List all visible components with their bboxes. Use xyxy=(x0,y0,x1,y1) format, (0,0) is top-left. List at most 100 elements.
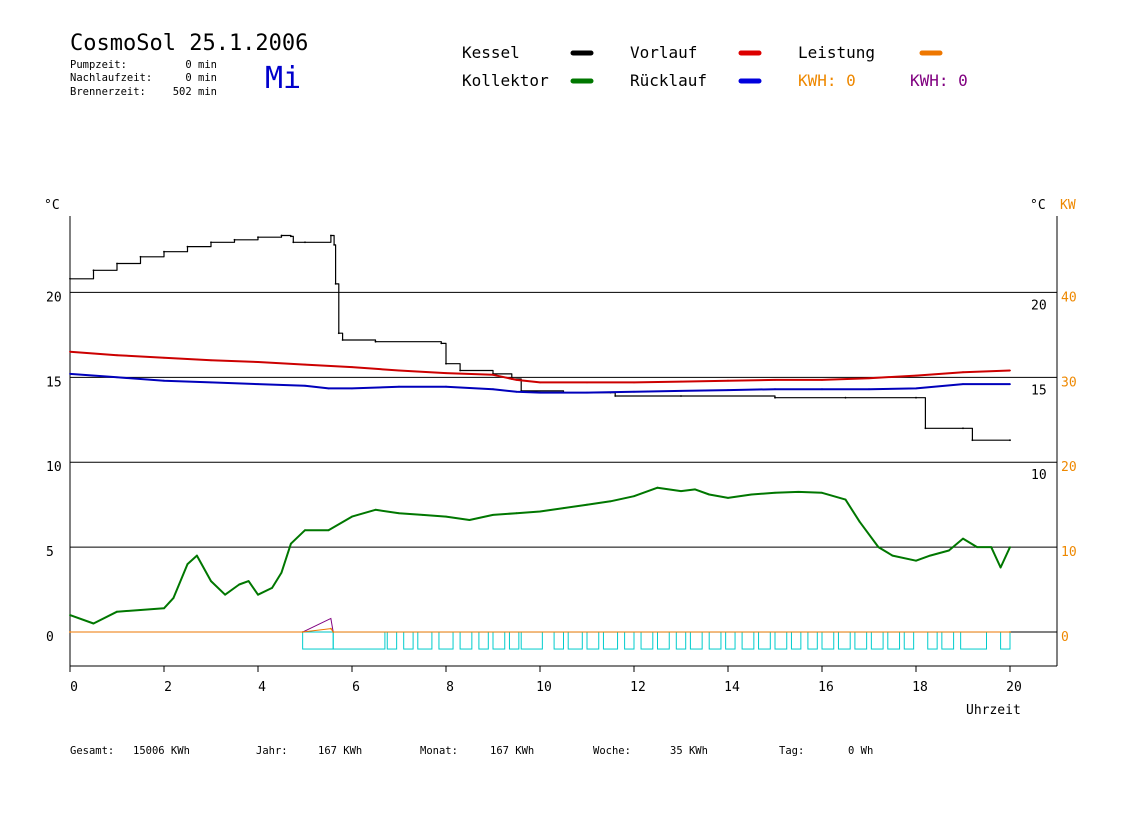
data-point-ruecklauf-2 xyxy=(163,379,165,382)
pump-cycle-23 xyxy=(758,631,771,650)
footer-value-tag: 0 Wh xyxy=(848,745,873,757)
data-point-ruecklauf-8 xyxy=(398,385,400,388)
data-point-kollektor-34 xyxy=(708,493,711,496)
data-point-kollektor-42 xyxy=(877,546,880,548)
data-point-vorlauf-11 xyxy=(539,381,541,384)
pump-cycle-0 xyxy=(302,631,334,650)
pump-cycle-6 xyxy=(459,631,473,650)
pump-cycles xyxy=(70,617,1011,650)
data-point-kollektor-2 xyxy=(116,610,118,613)
grid-layer xyxy=(70,291,1057,633)
data-point-kessel-3 xyxy=(139,255,142,258)
data-point-vorlauf-7 xyxy=(398,369,400,372)
data-point-vorlauf-15 xyxy=(727,379,729,382)
legend-label-kollektor: Kollektor xyxy=(462,71,549,90)
data-point-kollektor-16 xyxy=(304,529,306,532)
data-point-kessel-20 xyxy=(445,362,447,365)
header-stats: Pumpzeit: 0 min Nachlaufzeit: 0 min Bren… xyxy=(70,59,217,98)
footer-label-woche: Woche: xyxy=(593,745,631,757)
pump-cycle-28 xyxy=(837,631,851,650)
data-point-vorlauf-20 xyxy=(962,371,964,374)
data-point-ruecklauf-9 xyxy=(445,385,447,388)
data-point-kessel-13 xyxy=(330,234,332,237)
pump-cycle-8 xyxy=(492,631,506,650)
series-layer xyxy=(69,234,1011,633)
data-point-kessel-30 xyxy=(844,396,847,399)
data-point-ruecklauf-18 xyxy=(821,388,823,391)
data-point-ruecklauf-12 xyxy=(539,391,541,394)
data-point-kollektor-46 xyxy=(948,549,950,552)
data-point-kollektor-27 xyxy=(562,507,565,509)
right-power-tick-0: 0 xyxy=(1061,630,1069,645)
data-point-kollektor-29 xyxy=(609,500,612,503)
data-point-kollektor-36 xyxy=(750,493,753,496)
y-tick-label-10: 10 xyxy=(46,460,62,475)
data-point-kollektor-21 xyxy=(421,514,424,516)
data-point-kessel-14 xyxy=(333,244,335,246)
stat-value-brennerzeit: 502 min xyxy=(173,86,217,98)
right-axis-unit-power: KW xyxy=(1060,198,1076,213)
data-point-kessel-18 xyxy=(374,340,377,343)
footer-label-jahr: Jahr: xyxy=(256,745,288,757)
weekday-label: Mi xyxy=(265,61,301,96)
pump-cycle-26 xyxy=(807,631,818,650)
pump-cycle-30 xyxy=(870,631,884,650)
data-point-kessel-12 xyxy=(304,241,306,244)
data-point-kollektor-43 xyxy=(891,554,894,557)
legend: Kessel Kollektor Vorlauf Rücklauf Leistu… xyxy=(462,43,968,90)
pump-cycle-1 xyxy=(332,631,386,650)
data-point-kessel-10 xyxy=(290,235,292,238)
data-point-ruecklauf-6 xyxy=(327,387,330,390)
footer-label-monat: Monat: xyxy=(420,745,458,757)
data-point-ruecklauf-14 xyxy=(633,390,635,393)
footer-value-monat: 167 KWh xyxy=(490,745,534,757)
page-title: CosmoSol 25.1.2006 xyxy=(70,31,308,56)
data-point-kollektor-24 xyxy=(492,514,494,516)
data-point-vorlauf-14 xyxy=(680,380,682,383)
right-power-tick-40: 40 xyxy=(1061,290,1077,305)
data-point-kessel-32 xyxy=(924,427,927,430)
data-point-kollektor-5 xyxy=(172,597,175,599)
x-tick-label-10: 10 xyxy=(536,680,552,695)
stat-label-pumpzeit: Pumpzeit: xyxy=(70,59,127,71)
data-point-kollektor-31 xyxy=(656,486,659,489)
data-point-kollektor-6 xyxy=(186,563,189,565)
data-point-kollektor-48 xyxy=(976,546,978,548)
data-point-kollektor-11 xyxy=(247,580,250,582)
pump-cycle-36 xyxy=(1000,631,1011,650)
data-point-kollektor-17 xyxy=(327,529,330,532)
data-point-ruecklauf-4 xyxy=(257,383,259,385)
right-temp-tick-20: 20 xyxy=(1031,298,1047,313)
data-point-kollektor-9 xyxy=(224,593,227,596)
series-line-vorlauf xyxy=(69,350,1011,384)
data-point-ruecklauf-5 xyxy=(304,384,306,387)
y-tick-label-15: 15 xyxy=(46,375,62,390)
data-point-kollektor-15 xyxy=(290,542,292,545)
data-point-kessel-35 xyxy=(1009,439,1011,442)
data-point-kessel-7 xyxy=(233,238,236,241)
data-point-ruecklauf-0 xyxy=(69,373,71,375)
data-point-kollektor-39 xyxy=(821,491,823,494)
pump-cycle-2 xyxy=(386,631,398,650)
data-point-kessel-1 xyxy=(92,269,95,272)
stat-value-nachlaufzeit: 0 min xyxy=(185,72,217,84)
right-power-tick-10: 10 xyxy=(1061,545,1077,560)
data-point-kollektor-0 xyxy=(69,614,71,616)
data-point-kollektor-40 xyxy=(844,498,847,501)
pump-cycle-11 xyxy=(553,631,564,650)
data-point-ruecklauf-10 xyxy=(492,388,494,391)
data-point-kollektor-10 xyxy=(238,583,241,586)
data-point-kessel-16 xyxy=(337,332,340,335)
x-tick-label-18: 18 xyxy=(912,680,928,695)
data-point-leistung-0 xyxy=(69,631,71,633)
footer-value-gesamt: 15006 KWh xyxy=(133,745,190,757)
data-point-kollektor-12 xyxy=(257,593,259,596)
y-tick-label-20: 20 xyxy=(46,290,62,305)
series-line-leistung xyxy=(70,628,1010,633)
data-point-kessel-9 xyxy=(280,234,283,237)
data-point-kollektor-51 xyxy=(1009,546,1011,548)
pump-cycle-19 xyxy=(689,631,703,650)
data-point-vorlauf-2 xyxy=(163,356,165,359)
data-point-kollektor-3 xyxy=(139,609,142,611)
right-power-tick-30: 30 xyxy=(1061,375,1077,390)
